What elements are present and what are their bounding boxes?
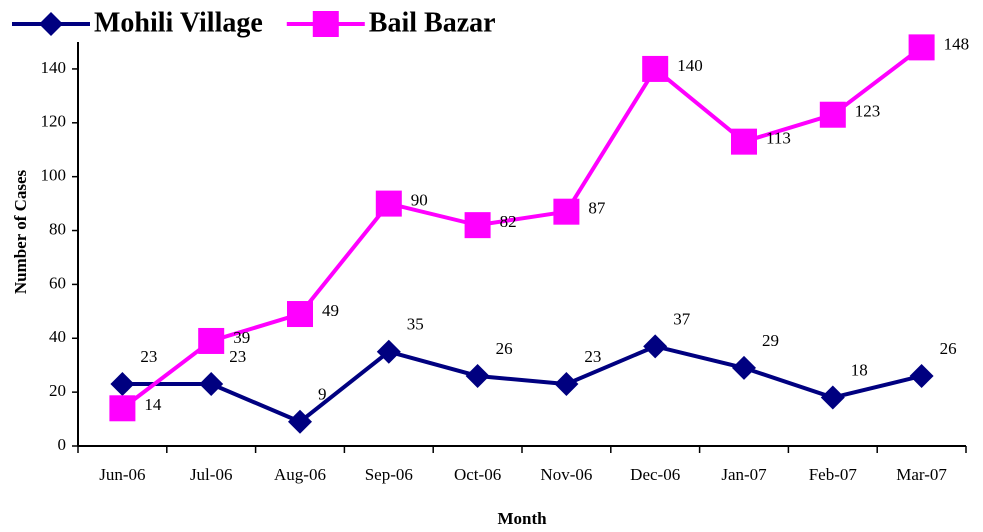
y-tick-label: 100 xyxy=(41,166,67,185)
square-marker xyxy=(109,395,136,422)
data-label: 9 xyxy=(318,385,327,404)
data-label: 14 xyxy=(144,395,162,414)
data-label: 39 xyxy=(233,328,250,347)
data-label: 87 xyxy=(588,199,606,218)
diamond-marker xyxy=(465,363,490,388)
x-tick-label: Jul-06 xyxy=(190,465,233,484)
x-axis-label: Month xyxy=(497,509,547,528)
diamond-marker xyxy=(820,385,845,410)
square-marker xyxy=(819,101,846,128)
data-label: 29 xyxy=(762,331,779,350)
data-label: 23 xyxy=(229,347,246,366)
legend-label: Bail Bazar xyxy=(369,7,496,38)
x-tick-label: Aug-06 xyxy=(274,465,326,484)
data-label: 26 xyxy=(496,339,513,358)
data-label: 140 xyxy=(677,56,703,75)
y-tick-label: 120 xyxy=(41,112,67,131)
data-label: 35 xyxy=(407,315,424,334)
series-line xyxy=(122,344,923,425)
diamond-marker xyxy=(909,363,934,388)
x-tick-label: Sep-06 xyxy=(365,465,413,484)
y-tick-label: 140 xyxy=(41,58,67,77)
x-tick-label: Nov-06 xyxy=(540,465,592,484)
data-label: 18 xyxy=(851,360,868,379)
diamond-marker xyxy=(376,339,401,364)
data-label: 113 xyxy=(766,129,791,148)
diamond-marker xyxy=(732,355,756,380)
diamond-marker xyxy=(643,334,668,359)
y-tick-label: 80 xyxy=(49,219,66,238)
y-axis-label: Number of Cases xyxy=(11,169,30,294)
data-label: 148 xyxy=(944,34,970,53)
y-tick-label: 40 xyxy=(49,327,66,346)
data-label: 49 xyxy=(322,301,339,320)
square-marker xyxy=(908,34,935,61)
square-marker xyxy=(642,55,669,82)
diamond-marker xyxy=(110,372,135,397)
x-tick-label: Oct-06 xyxy=(454,465,501,484)
square-marker xyxy=(731,128,757,155)
data-label: 123 xyxy=(855,102,881,121)
diamond-marker xyxy=(39,12,63,36)
square-marker xyxy=(464,212,491,239)
legend-label: Mohili Village xyxy=(94,7,263,38)
diamond-marker xyxy=(554,372,579,397)
data-label: 37 xyxy=(673,309,691,328)
x-tick-label: Jun-06 xyxy=(99,465,145,484)
y-tick-label: 20 xyxy=(49,381,66,400)
data-label: 23 xyxy=(140,347,157,366)
square-marker xyxy=(375,190,402,217)
data-label: 82 xyxy=(500,212,517,231)
square-marker xyxy=(198,327,225,354)
y-tick-label: 60 xyxy=(49,273,66,292)
series-line xyxy=(121,45,923,410)
x-tick-label: Feb-07 xyxy=(809,465,858,484)
x-tick-label: Dec-06 xyxy=(630,465,680,484)
data-label: 23 xyxy=(584,347,601,366)
y-tick-label: 0 xyxy=(58,435,67,454)
square-marker xyxy=(312,11,339,37)
data-label: 26 xyxy=(940,339,957,358)
square-marker xyxy=(287,301,313,328)
square-marker xyxy=(553,198,580,225)
x-tick-label: Jan-07 xyxy=(721,465,767,484)
diamond-marker xyxy=(199,372,224,397)
x-tick-label: Mar-07 xyxy=(896,465,947,484)
diamond-marker xyxy=(288,409,312,434)
data-label: 90 xyxy=(411,191,428,210)
